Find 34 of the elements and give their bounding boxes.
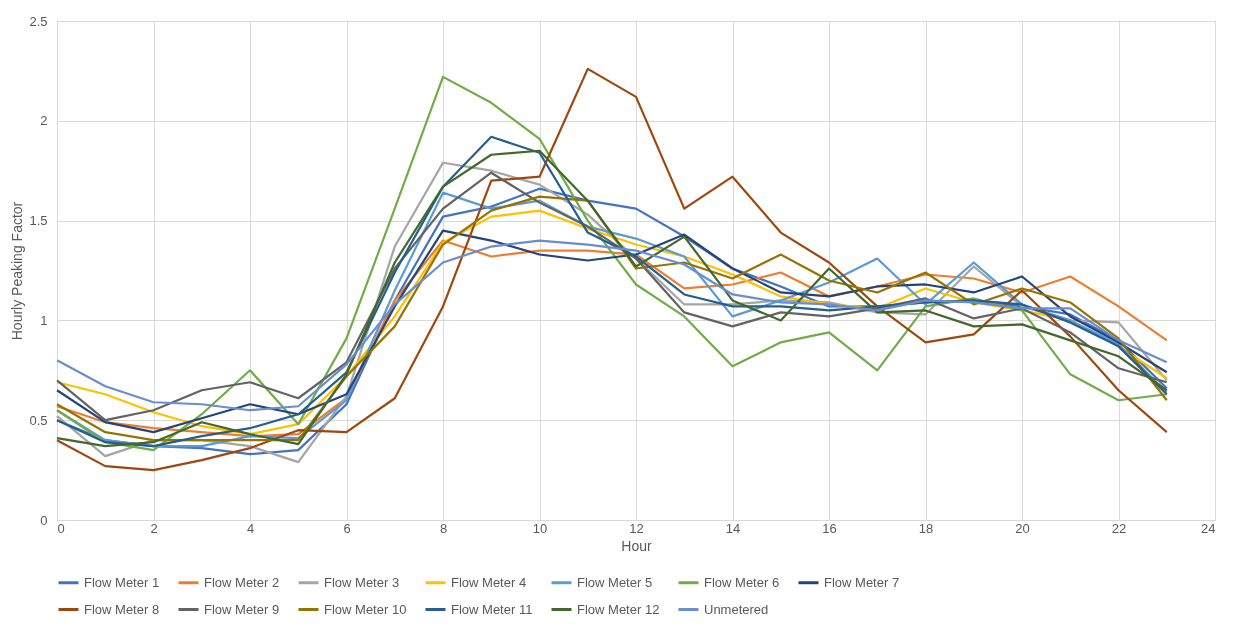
x-tick-label: 0 bbox=[57, 520, 65, 536]
x-tick-label: 10 bbox=[532, 520, 548, 536]
legend-label: Flow Meter 5 bbox=[577, 574, 653, 590]
x-tick-label: 24 bbox=[1201, 520, 1216, 536]
y-tick-label: 2.5 bbox=[29, 13, 48, 29]
legend-label: Flow Meter 1 bbox=[84, 574, 160, 590]
x-tick-label: 6 bbox=[343, 520, 351, 536]
y-tick-label: 2 bbox=[40, 113, 48, 129]
x-tick-label: 16 bbox=[822, 520, 837, 536]
legend-label: Flow Meter 2 bbox=[204, 574, 280, 590]
legend-label: Flow Meter 4 bbox=[451, 574, 527, 590]
legend-label: Flow Meter 9 bbox=[204, 601, 280, 617]
x-tick-label: 14 bbox=[725, 520, 741, 536]
legend-label: Flow Meter 3 bbox=[324, 574, 400, 590]
legend-label: Flow Meter 10 bbox=[324, 601, 407, 617]
y-tick-label: 1.5 bbox=[29, 213, 48, 229]
legend-label: Flow Meter 6 bbox=[704, 574, 780, 590]
x-tick-label: 2 bbox=[150, 520, 158, 536]
legend-label: Flow Meter 11 bbox=[451, 601, 533, 617]
x-tick-label: 22 bbox=[1111, 520, 1127, 536]
legend-label: Flow Meter 12 bbox=[577, 601, 660, 617]
y-tick-label: 1 bbox=[40, 312, 48, 328]
line-series bbox=[55, 171, 1168, 422]
legend-label: Flow Meter 8 bbox=[84, 601, 160, 617]
x-tick-label: 18 bbox=[918, 520, 934, 536]
y-axis-title: Hourly Peaking Factor bbox=[9, 201, 26, 341]
x-tick-label: 8 bbox=[439, 520, 448, 536]
x-tick-label: 20 bbox=[1015, 520, 1030, 536]
x-tick-label: 4 bbox=[246, 520, 255, 536]
legend-label: Flow Meter 7 bbox=[824, 574, 900, 590]
x-axis-title: Hour bbox=[621, 537, 652, 554]
x-tick-label: 12 bbox=[629, 520, 644, 536]
legend-label: Unmetered bbox=[704, 601, 769, 617]
y-tick-label: 0.5 bbox=[29, 412, 48, 428]
